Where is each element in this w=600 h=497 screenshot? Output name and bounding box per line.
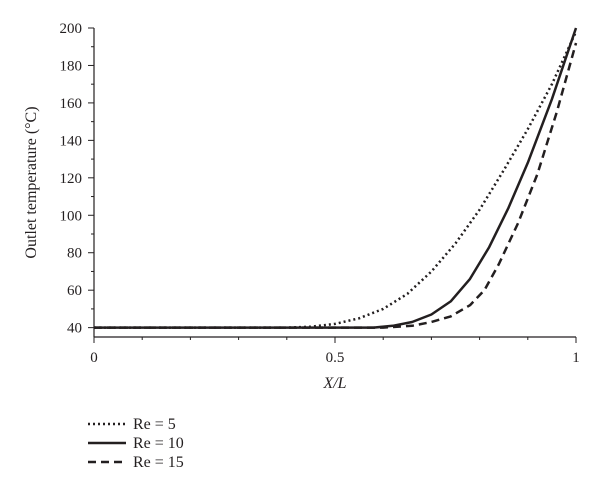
y-tick-label: 180: [60, 58, 83, 74]
series-line-1: [94, 31, 578, 329]
y-tick-label: 60: [67, 283, 82, 299]
series-line-3: [94, 42, 578, 329]
plot-area: 40 60 80 100 120 140 160 180 200 0 0.5 1 X/L Outlet t…: [23, 21, 580, 392]
y-tick-label: 40: [67, 321, 82, 337]
y-tick-label: 160: [60, 96, 83, 112]
series-line-2: [94, 27, 578, 329]
y-tick-label: 80: [67, 246, 82, 262]
y-tick-label: 200: [60, 21, 83, 37]
x-tick-label: 0: [90, 350, 98, 366]
y-axis-title: Outlet temperature (°C): [23, 106, 40, 258]
y-tick-label: 120: [60, 171, 83, 187]
legend: Re = 5 Re = 10 Re = 15: [88, 416, 184, 471]
x-tick-label: 1: [572, 350, 580, 366]
y-tick-label: 140: [60, 133, 83, 149]
x-tick-label: 0.5: [326, 350, 345, 366]
x-axis-title: X/L: [322, 375, 346, 392]
legend-label-3: Re = 15: [133, 454, 184, 471]
y-tick-label: 100: [60, 208, 83, 224]
legend-label-2: Re = 10: [133, 435, 184, 452]
legend-label-1: Re = 5: [133, 416, 176, 433]
